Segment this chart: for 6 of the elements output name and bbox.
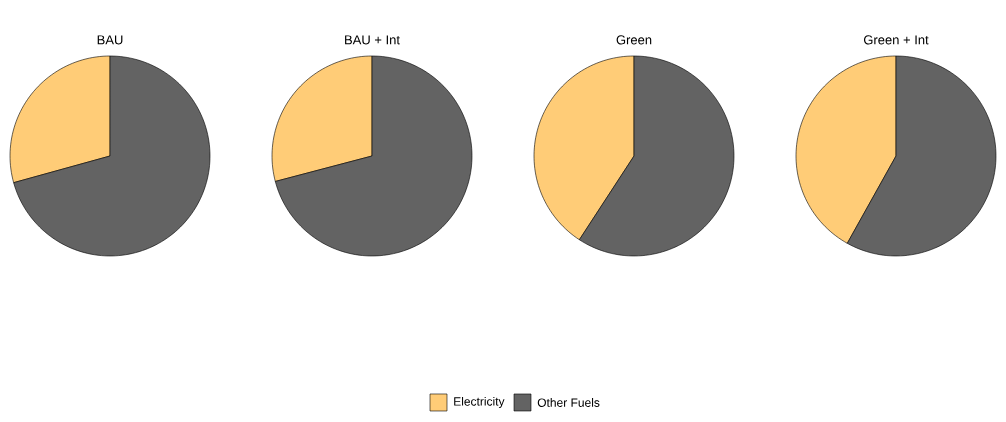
chart-title: Green + Int <box>863 35 929 45</box>
legend-label: Other Fuels <box>537 398 600 407</box>
legend-label: Electricity <box>454 396 505 409</box>
chart-title: BAU + Int <box>345 35 400 45</box>
chart-title: Green <box>616 35 652 45</box>
chart-title: BAU <box>97 35 123 45</box>
